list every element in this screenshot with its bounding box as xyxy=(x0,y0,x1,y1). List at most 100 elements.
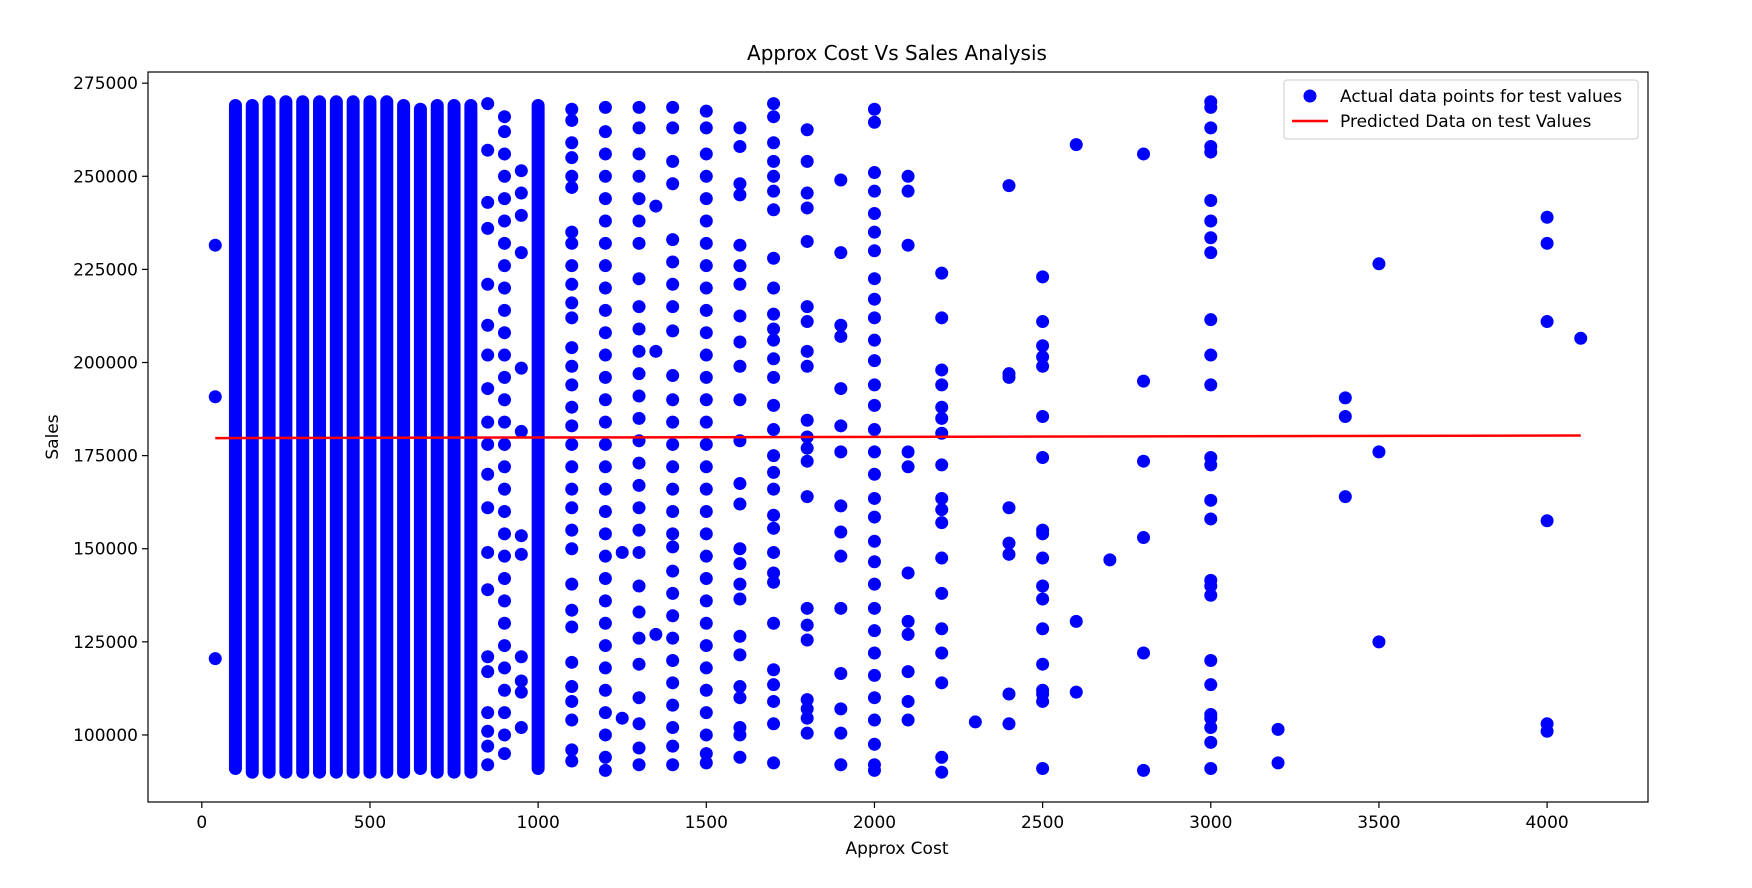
scatter-point xyxy=(666,233,680,247)
scatter-point xyxy=(498,594,512,608)
scatter-point xyxy=(498,639,512,653)
scatter-point xyxy=(767,482,781,496)
scatter-point xyxy=(867,102,881,116)
scatter-point xyxy=(867,398,881,412)
scatter-point xyxy=(498,125,512,139)
y-tick-label: 175000 xyxy=(73,447,138,467)
scatter-point xyxy=(666,721,680,735)
scatter-point xyxy=(514,186,528,200)
scatter-point xyxy=(767,97,781,111)
scatter-point xyxy=(733,277,747,291)
x-tick-label: 3000 xyxy=(1189,813,1232,833)
scatter-point xyxy=(481,437,495,451)
scatter-point xyxy=(767,136,781,150)
scatter-point xyxy=(598,169,612,183)
scatter-point xyxy=(498,348,512,362)
scatter-point xyxy=(699,747,713,761)
scatter-point xyxy=(632,322,646,336)
scatter-point xyxy=(498,259,512,273)
scatter-point xyxy=(498,460,512,474)
scatter-point xyxy=(565,460,579,474)
scatter-point xyxy=(481,195,495,209)
scatter-point xyxy=(598,706,612,720)
scatter-point xyxy=(514,164,528,178)
scatter-point xyxy=(481,467,495,481)
scatter-point xyxy=(632,758,646,772)
plot-area xyxy=(208,95,1588,779)
scatter-point xyxy=(1574,331,1588,345)
scatter-point xyxy=(498,110,512,124)
scatter-point xyxy=(834,329,848,343)
x-tick-label: 0 xyxy=(196,813,207,833)
scatter-point xyxy=(481,415,495,429)
scatter-point xyxy=(867,445,881,459)
scatter-point xyxy=(1002,501,1016,515)
scatter-point xyxy=(699,460,713,474)
scatter-point xyxy=(699,728,713,742)
scatter-point xyxy=(699,572,713,586)
scatter-point xyxy=(733,477,747,491)
scatter-point xyxy=(867,354,881,368)
scatter-point xyxy=(481,706,495,720)
scatter-point xyxy=(666,482,680,496)
scatter-point xyxy=(1103,553,1117,567)
scatter-point xyxy=(699,756,713,770)
scatter-point xyxy=(1036,551,1050,565)
scatter-point xyxy=(498,415,512,429)
scatter-point xyxy=(598,504,612,518)
scatter-point xyxy=(632,272,646,286)
legend-marker-scatter xyxy=(1303,89,1317,103)
scatter-point xyxy=(632,192,646,206)
scatter-point xyxy=(666,177,680,191)
scatter-point xyxy=(598,303,612,317)
scatter-point xyxy=(867,491,881,505)
scatter-point xyxy=(598,763,612,777)
scatter-point xyxy=(699,259,713,273)
scatter-point xyxy=(632,456,646,470)
scatter-point xyxy=(498,437,512,451)
legend-label-line: Predicted Data on test Values xyxy=(1340,112,1592,132)
scatter-point xyxy=(800,154,814,168)
scatter-point xyxy=(1069,614,1083,628)
scatter-point xyxy=(1137,646,1151,660)
scatter-point xyxy=(498,326,512,340)
scatter-point xyxy=(498,482,512,496)
scatter-point xyxy=(498,504,512,518)
scatter-point xyxy=(1204,721,1218,735)
scatter-point xyxy=(767,694,781,708)
scatter-point xyxy=(1036,410,1050,424)
scatter-point xyxy=(767,756,781,770)
scatter-point xyxy=(699,326,713,340)
scatter-point xyxy=(632,147,646,161)
scatter-point xyxy=(935,586,949,600)
scatter-point xyxy=(598,683,612,697)
scatter-point xyxy=(834,726,848,740)
scatter-point xyxy=(598,616,612,630)
scatter-point xyxy=(1204,121,1218,135)
prediction-line xyxy=(215,434,1581,440)
scatter-point xyxy=(666,504,680,518)
scatter-point xyxy=(598,482,612,496)
scatter-point xyxy=(901,665,915,679)
scatter-point xyxy=(834,382,848,396)
scatter-point xyxy=(1540,210,1554,224)
scatter-point xyxy=(514,721,528,735)
scatter-point xyxy=(867,668,881,682)
scatter-point xyxy=(498,147,512,161)
scatter-point xyxy=(1540,315,1554,329)
scatter-point xyxy=(666,255,680,269)
scatter-point xyxy=(481,97,495,111)
scatter-point xyxy=(598,192,612,206)
scatter-point xyxy=(1137,374,1151,388)
scatter-point xyxy=(565,577,579,591)
scatter-point xyxy=(1271,722,1285,736)
scatter-point xyxy=(733,393,747,407)
scatter-point xyxy=(935,311,949,325)
legend-box xyxy=(1283,79,1639,140)
scatter-point xyxy=(935,676,949,690)
scatter-point xyxy=(565,523,579,537)
scatter-point xyxy=(632,169,646,183)
scatter-point xyxy=(1036,315,1050,329)
scatter-point xyxy=(565,169,579,183)
scatter-point xyxy=(1204,711,1218,725)
